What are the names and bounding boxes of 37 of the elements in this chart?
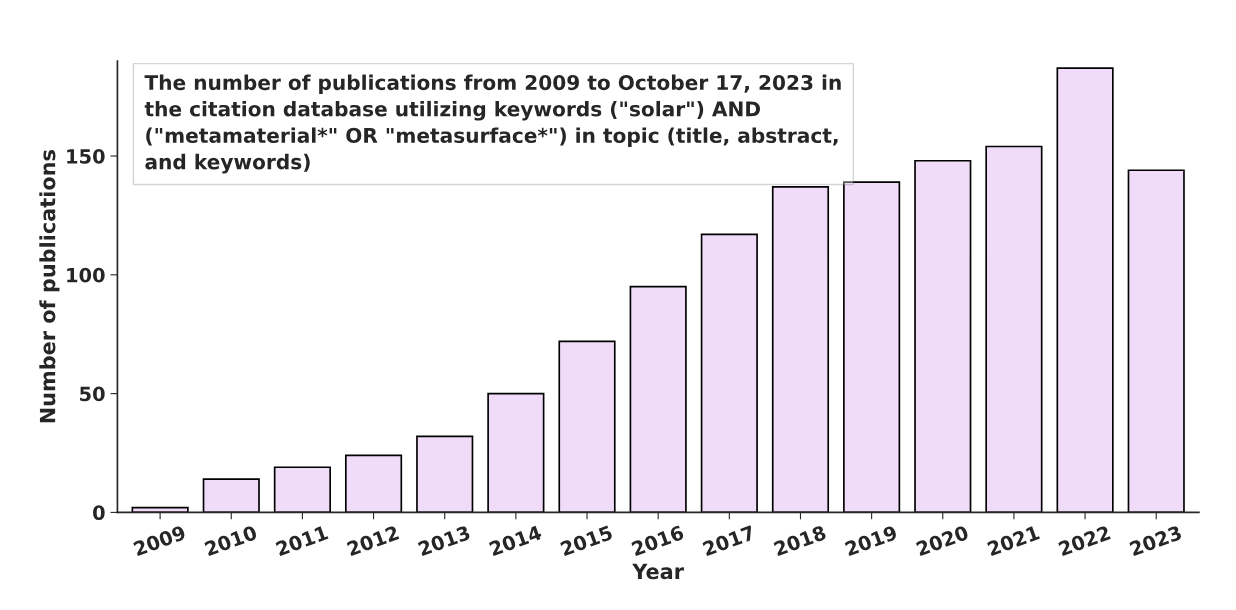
y-tick-label: 100 [67, 267, 105, 283]
bar [914, 159, 972, 513]
bar [771, 186, 830, 513]
y-tick-label: 50 [80, 386, 105, 402]
y-tick-label: 150 [67, 148, 105, 164]
y-tick-label: 0 [93, 505, 105, 521]
annotation: The number of publications from 2009 to October 17, 2023 in the citation database utilizing keywords ("solar") AND ("metamaterial*" OR "metasurface*") in topic (title, abstract, and keywords) [144, 74, 841, 174]
x-tick-label: 2016 [631, 524, 685, 557]
x-tick-label: 2013 [417, 525, 471, 557]
bar [843, 181, 901, 513]
x-tick-label: 2017 [702, 525, 756, 557]
bar [985, 145, 1043, 513]
bar [416, 435, 474, 513]
bar [131, 506, 189, 513]
x-tick-label: 2010 [204, 524, 258, 557]
x-tick-label: 2020 [915, 524, 970, 557]
bar [273, 466, 331, 513]
y-axis-title: Number of publications [39, 150, 60, 423]
bar [1127, 169, 1185, 513]
bar [1056, 67, 1114, 513]
x-tick-label: 2021 [986, 524, 1041, 557]
bar [629, 285, 687, 513]
x-tick-label: 2019 [844, 524, 898, 557]
bar [202, 478, 260, 513]
x-tick-label: 2012 [346, 525, 400, 557]
bar [344, 454, 403, 513]
x-tick-label: 2023 [1129, 525, 1183, 557]
x-tick-label: 2009 [133, 524, 187, 557]
x-tick-label: 2018 [773, 524, 827, 557]
bar [700, 233, 758, 513]
x-tick-label: 2015 [559, 524, 614, 557]
x-tick-label: 2014 [488, 524, 543, 557]
x-tick-label: 2011 [275, 524, 329, 557]
x-tick-label: 2022 [1058, 525, 1111, 557]
x-axis-title: Year [632, 563, 684, 580]
bar [487, 392, 545, 513]
bar [558, 340, 616, 513]
